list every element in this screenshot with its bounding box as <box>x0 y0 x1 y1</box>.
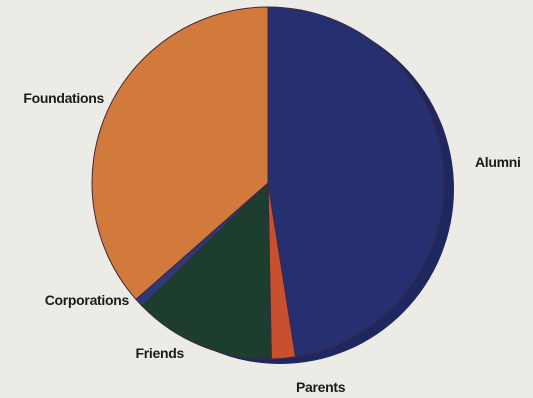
slice-label-friends: Friends <box>136 345 185 361</box>
pie-slice-alumni <box>267 6 445 358</box>
pie-slice-foundations <box>91 6 269 301</box>
pie-slices <box>91 6 445 360</box>
slice-label-parents: Parents <box>296 379 346 395</box>
slice-label-alumni: Alumni <box>475 154 521 170</box>
slice-label-foundations: Foundations <box>23 90 104 106</box>
slice-label-corporations: Corporations <box>45 292 130 308</box>
pie-labels: Alumni Parents Friends Corporations Foundati… <box>23 90 521 395</box>
pie-slice-friends <box>141 181 272 360</box>
